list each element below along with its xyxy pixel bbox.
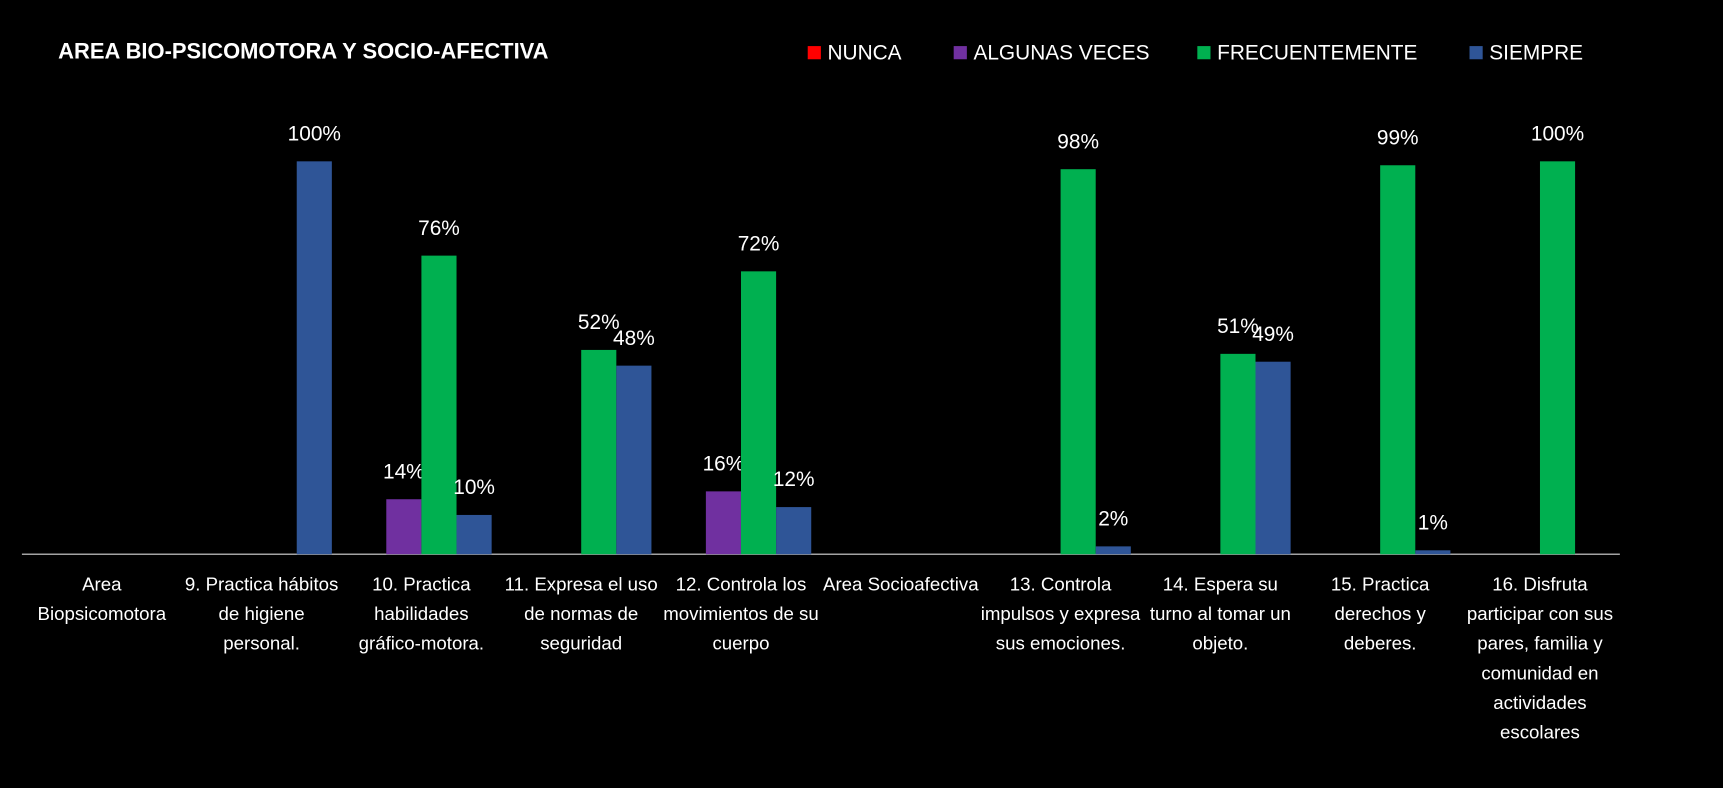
x-tick-label: 16. Disfruta participar con sus pares, f… — [1466, 573, 1614, 744]
data-label: 98% — [1057, 130, 1099, 153]
data-label: 2% — [1098, 508, 1128, 531]
legend-label: SIEMPRE — [1489, 41, 1583, 64]
bar — [296, 161, 332, 555]
bar — [705, 491, 741, 555]
legend-label: FRECUENTEMENTE — [1217, 41, 1417, 64]
legend-swatch — [953, 46, 967, 60]
bar — [776, 507, 812, 555]
bar — [421, 255, 457, 555]
data-label: 16% — [703, 453, 745, 476]
x-tick-label-box: 15. Practica derechos y deberes. — [1330, 573, 1430, 655]
bar — [1380, 165, 1416, 555]
data-label: 99% — [1377, 126, 1419, 149]
bar — [1095, 546, 1131, 555]
x-tick-label-box: 11. Expresa el uso de normas de segurida… — [504, 573, 658, 655]
legend-swatch — [1197, 46, 1211, 60]
data-label: 52% — [578, 311, 620, 334]
bar — [1539, 161, 1576, 555]
bar — [1255, 361, 1291, 555]
x-tick-label: 14. Espera su turno al tomar un objeto. — [1149, 573, 1291, 655]
data-label: 10% — [453, 476, 495, 499]
data-label: 76% — [418, 217, 460, 240]
x-tick-label-box: 10. Practica habilidades gráfico-motora. — [358, 573, 485, 655]
x-tick-label-box: 9. Practica hábitos de higiene personal. — [184, 573, 339, 655]
data-label: 48% — [613, 327, 655, 350]
data-label: 51% — [1217, 315, 1259, 338]
legend-label: ALGUNAS VECES — [973, 41, 1149, 64]
data-label: 12% — [773, 468, 815, 491]
x-tick-label: 12. Controla los movimientos de su cuerp… — [663, 573, 819, 655]
data-label: 100% — [1531, 122, 1584, 145]
bar — [1415, 550, 1451, 555]
chart-title: AREA BIO-PSICOMOTORA Y SOCIO-AFECTIVA — [58, 38, 549, 63]
data-label: 72% — [738, 233, 780, 256]
x-tick-label-box: 13. Controla impulsos y expresa sus emoc… — [980, 573, 1141, 655]
x-tick-label-box: Area Socioafectiva — [823, 573, 979, 595]
bar — [386, 499, 422, 555]
legend-label: NUNCA — [827, 41, 901, 64]
legend-swatch — [1469, 46, 1483, 60]
x-tick-label-box: 14. Espera su turno al tomar un objeto. — [1149, 573, 1291, 655]
x-tick-label: 11. Expresa el uso de normas de segurida… — [504, 573, 658, 655]
data-label: 14% — [383, 460, 425, 483]
data-label: 100% — [288, 122, 341, 145]
x-tick-label: 13. Controla impulsos y expresa sus emoc… — [980, 573, 1141, 655]
bar — [1060, 169, 1096, 555]
x-tick-label-box: 16. Disfruta participar con sus pares, f… — [1466, 573, 1614, 744]
bar — [456, 514, 492, 555]
bar — [616, 365, 652, 555]
bar — [1220, 353, 1256, 555]
x-tick-label-box: Area Biopsicomotora — [37, 573, 167, 625]
bar — [740, 271, 777, 555]
x-tick-label: 9. Practica hábitos de higiene personal. — [184, 573, 339, 655]
x-tick-label: 15. Practica derechos y deberes. — [1330, 573, 1430, 655]
x-tick-label: 10. Practica habilidades gráfico-motora. — [358, 573, 485, 655]
x-tick-label-box: 12. Controla los movimientos de su cuerp… — [663, 573, 819, 655]
bar — [581, 349, 617, 555]
x-tick-label: Area Socioafectiva — [823, 573, 979, 595]
legend-swatch — [807, 46, 821, 60]
x-tick-label: Area Biopsicomotora — [37, 573, 167, 625]
data-label: 1% — [1418, 511, 1448, 534]
data-label: 49% — [1252, 323, 1294, 346]
